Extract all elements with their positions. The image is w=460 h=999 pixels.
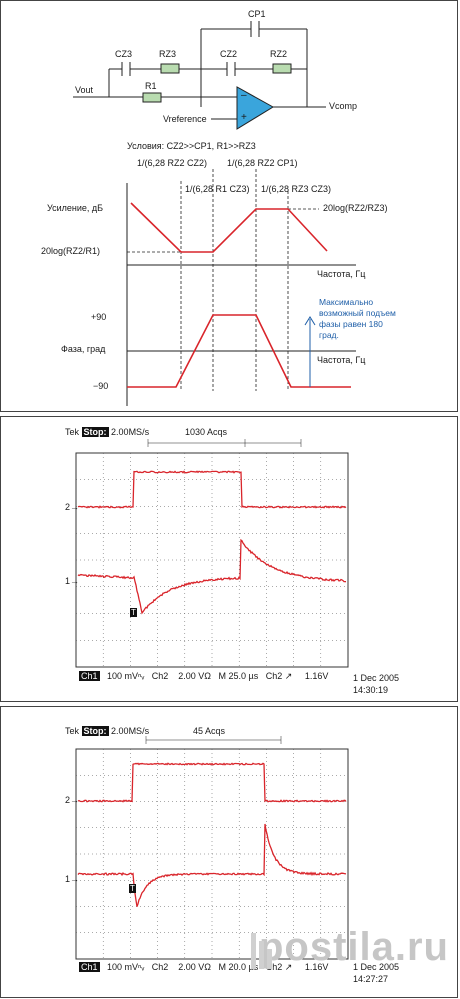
freq-f2-label: 1/(6,28 RZ2 CP1) (227, 158, 298, 168)
r1-label: R1 (145, 81, 157, 91)
scope-panel-1: Tek Stop: 2.00MS/s 1030 Acqs 2→ 1→ T Ch1… (0, 416, 458, 702)
scope1-date: 1 Dec 2005 (353, 673, 399, 683)
freq-f4-label: 1/(6,28 RZ3 CZ3) (261, 184, 331, 194)
r1-resistor (143, 93, 161, 102)
gain-high-label: 20log(RZ2/RZ3) (323, 203, 388, 213)
scope1-footer: Ch1 100 mVⁿᵥ Ch2 2.00 VΩ M 25.0 µs Ch2 ↗… (79, 671, 328, 682)
scope1-grid (76, 453, 348, 667)
scope1-marker-ch2: 2→ (65, 502, 79, 512)
vout-label: Vout (75, 85, 93, 95)
scope2-toptick (146, 736, 281, 744)
scope2-ch2-scale: 2.00 VΩ (178, 962, 211, 972)
gain-axis-label: Усиление, дБ (47, 203, 103, 213)
rz3-label: RZ3 (159, 49, 176, 59)
phase-plus-label: +90 (91, 312, 106, 322)
conditions-text: Условия: CZ2>>CP1, R1>>RZ3 (127, 141, 256, 151)
circuit-bode-panel: CP1 CZ3 RZ3 CZ2 RZ2 R1 Vout Vreference V… (0, 0, 458, 412)
scope1-screen (1, 417, 459, 703)
minus-sign: – (241, 90, 247, 101)
scope1-ch1-trace (78, 540, 346, 613)
phase-axis-label: Фаза, град (61, 344, 105, 354)
scope1-ch2-tag: Ch2 (152, 671, 169, 681)
scope1-trigger-mark: T (130, 608, 137, 617)
bode-guides (127, 169, 319, 391)
scope2-time: 14:27:27 (353, 974, 388, 984)
scope1-time: 14:30:19 (353, 685, 388, 695)
freq-axis-label-1: Частота, Гц (317, 269, 365, 279)
scope1-ch1-scale: 100 mVⁿᵥ (107, 671, 144, 681)
rz2-resistor (273, 64, 291, 73)
scope-panel-2: Tek Stop: 2.00MS/s 45 Acqs 2→ 1→ T Ch1 1… (0, 706, 458, 998)
scope2-ch1-tag: Ch1 (79, 962, 100, 972)
circuit-wiring (73, 21, 326, 129)
freq-f3-label: 1/(6,28 R1 CZ3) (185, 184, 250, 194)
scope1-trigger: Ch2 ↗ (266, 671, 293, 681)
scope1-timebase: M 25.0 µs (219, 671, 259, 681)
scope1-level: 1.16V (305, 671, 329, 681)
cz3-label: CZ3 (115, 49, 132, 59)
watermark-text: postila.ru (259, 925, 449, 970)
scope2-ch2-tag: Ch2 (152, 962, 169, 972)
plus-sign: + (241, 112, 247, 123)
scope2-marker-ch2: 2→ (65, 795, 79, 805)
scope1-ch1-tag: Ch1 (79, 671, 100, 681)
bode-axes (127, 183, 356, 406)
scope1-ch2-scale: 2.00 VΩ (178, 671, 211, 681)
gain-low-label: 20log(RZ2/R1) (41, 246, 100, 256)
phase-minus-label: −90 (93, 381, 108, 391)
scope1-marker-ch1: 1→ (65, 576, 79, 586)
watermark-logo-icon (251, 933, 273, 969)
vref-label: Vreference (163, 114, 207, 124)
freq-axis-label-2: Частота, Гц (317, 355, 365, 365)
scope2-ch1-scale: 100 mVⁿᵥ (107, 962, 144, 972)
gain-curve (131, 203, 327, 252)
cz2-label: CZ2 (220, 49, 237, 59)
scope2-trigger-mark: T (129, 884, 136, 893)
cp1-label: CP1 (248, 9, 266, 19)
rz2-label: RZ2 (270, 49, 287, 59)
scope1-toptick (148, 439, 301, 447)
phase-boost-note: Максимально возможный подъем фазы равен … (319, 297, 399, 341)
freq-f1-label: 1/(6,28 RZ2 CZ2) (137, 158, 207, 168)
vcomp-label: Vcomp (329, 101, 357, 111)
scope2-marker-ch1: 1→ (65, 874, 79, 884)
rz3-resistor (161, 64, 179, 73)
